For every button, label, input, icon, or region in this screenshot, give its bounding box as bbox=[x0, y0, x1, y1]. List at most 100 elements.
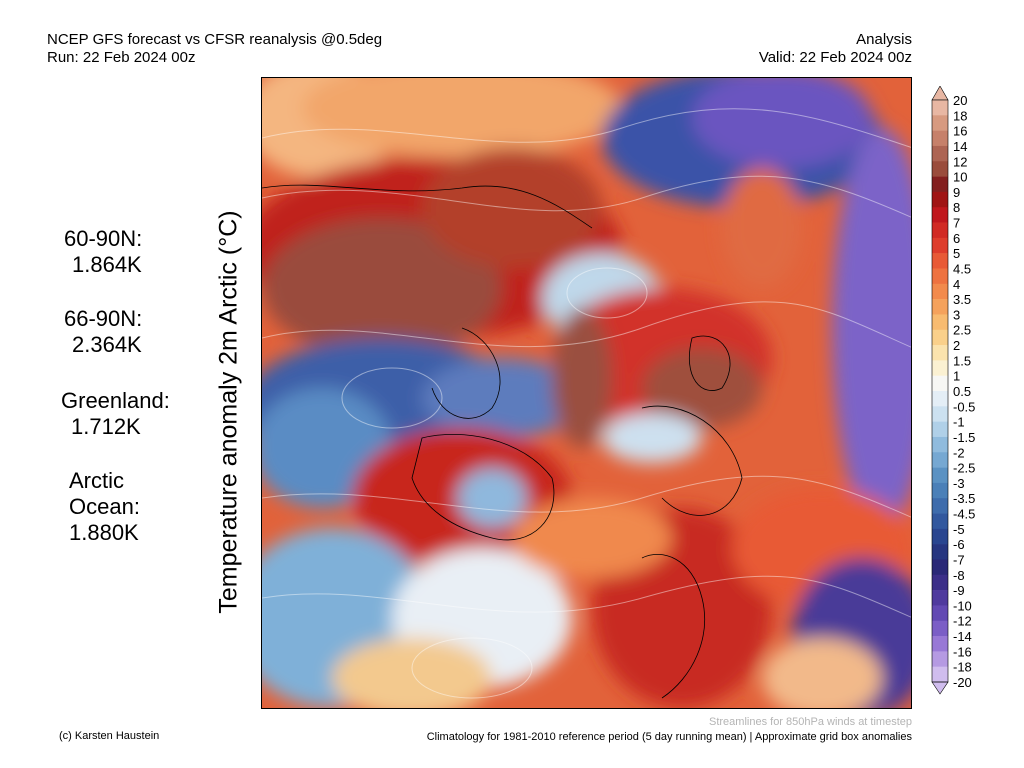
stat-value: 1.712K bbox=[71, 414, 141, 439]
colorbar-tick-label: 3 bbox=[953, 307, 960, 322]
colorbar-svg: 201816141210987654.543.532.521.510.5-0.5… bbox=[931, 85, 975, 695]
colorbar-swatch bbox=[932, 329, 948, 346]
colorbar-tick-label: -18 bbox=[953, 660, 972, 675]
anomaly-map-svg bbox=[262, 78, 911, 708]
colorbar-tick-label: 10 bbox=[953, 170, 967, 185]
colorbar-swatch bbox=[932, 590, 948, 606]
colorbar-tick-label: 1.5 bbox=[953, 353, 971, 368]
colorbar-swatch bbox=[932, 283, 948, 300]
colorbar-tick-label: 5 bbox=[953, 246, 960, 261]
colorbar-tick-label: 2 bbox=[953, 338, 960, 353]
valid-time: Valid: 22 Feb 2024 00z bbox=[758, 49, 912, 66]
colorbar-swatch bbox=[932, 636, 948, 652]
colorbar-tick-label: 14 bbox=[953, 139, 967, 154]
colorbar-swatch bbox=[932, 666, 948, 683]
colorbar-tick-label: 18 bbox=[953, 108, 967, 123]
colorbar-swatch bbox=[932, 161, 948, 177]
colorbar-swatch bbox=[932, 145, 948, 162]
colorbar-swatch bbox=[932, 574, 948, 591]
colorbar-swatch bbox=[932, 482, 948, 499]
colorbar-swatch bbox=[932, 498, 948, 514]
colorbar-tick-label: -4.5 bbox=[953, 507, 975, 522]
colorbar-tick-label: -1.5 bbox=[953, 430, 975, 445]
colorbar-swatch bbox=[932, 467, 948, 484]
colorbar-bottom-arrow bbox=[931, 681, 949, 695]
wind-streamlines bbox=[262, 108, 911, 699]
colorbar-tick-label: -3.5 bbox=[953, 491, 975, 506]
colorbar-tick-label: -14 bbox=[953, 629, 972, 644]
colorbar-tick-label: -1 bbox=[953, 415, 965, 430]
colorbar-swatch bbox=[932, 299, 948, 315]
colorbar: 20 18 16 14 12 10 9 8 7 6 5 4.5 4 3.5 3 2.5 2 1.5 1 0.5 -0.5… bbox=[930, 85, 1015, 696]
streamlines-note: Streamlines for 850hPa winds at timestep bbox=[709, 716, 912, 728]
stat-label: Greenland: bbox=[61, 388, 170, 413]
colorbar-swatch bbox=[932, 528, 948, 545]
colorbar-tick-label: -3 bbox=[953, 476, 965, 491]
colorbar-tick-label: -12 bbox=[953, 614, 972, 629]
colorbar-tick-label: 12 bbox=[953, 154, 967, 169]
title-line-1: NCEP GFS forecast vs CFSR reanalysis @0.… bbox=[47, 31, 383, 48]
title-right: Analysis Valid: 22 Feb 2024 00z bbox=[759, 31, 912, 67]
colorbar-tick-label: 7 bbox=[953, 216, 960, 231]
colorbar-tick-label: -2.5 bbox=[953, 461, 975, 476]
stat-60-90n: 60-90N: 1.864K bbox=[64, 226, 142, 278]
colorbar-tick-label: -8 bbox=[953, 568, 965, 583]
colorbar-tick-label: 9 bbox=[953, 185, 960, 200]
colorbar-swatch bbox=[932, 436, 948, 453]
colorbar-swatch bbox=[932, 130, 948, 147]
colorbar-tick-label: -7 bbox=[953, 552, 965, 567]
colorbar-swatch bbox=[932, 452, 948, 468]
stat-value: 1.864K bbox=[72, 252, 142, 277]
anomaly-map[interactable] bbox=[261, 77, 912, 709]
colorbar-swatch bbox=[932, 391, 948, 407]
colorbar-swatch bbox=[932, 115, 948, 131]
colorbar-swatch bbox=[932, 605, 948, 622]
stat-label: 60-90N: bbox=[64, 226, 143, 251]
colorbar-swatch bbox=[932, 222, 948, 239]
colorbar-tick-label: 4.5 bbox=[953, 261, 971, 276]
colorbar-swatch bbox=[932, 345, 948, 361]
colorbar-tick-label: -9 bbox=[953, 583, 965, 598]
colorbar-swatch bbox=[932, 176, 948, 193]
colorbar-tick-label: -16 bbox=[953, 644, 972, 659]
coastlines bbox=[262, 184, 743, 699]
colorbar-tick-label: 3.5 bbox=[953, 292, 971, 307]
climatology-note: Climatology for 1981-2010 reference peri… bbox=[426, 731, 912, 743]
stat-label-2: Ocean: bbox=[69, 494, 140, 519]
stat-arctic-ocean: Arctic Ocean: 1.880K bbox=[69, 468, 140, 546]
colorbar-swatch bbox=[932, 421, 948, 438]
stat-value: 1.880K bbox=[69, 520, 139, 545]
colorbar-swatch bbox=[932, 360, 948, 376]
colorbar-frame bbox=[931, 99, 949, 683]
title-left: NCEP GFS forecast vs CFSR reanalysis @0.… bbox=[47, 31, 382, 67]
credit: (c) Karsten Haustein bbox=[59, 730, 160, 742]
colorbar-swatch bbox=[932, 620, 948, 637]
colorbar-tick-label: 6 bbox=[953, 231, 960, 246]
colorbar-swatch bbox=[932, 559, 948, 576]
colorbar-tick-label: 16 bbox=[953, 124, 967, 139]
colorbar-top-arrow bbox=[931, 85, 949, 101]
colorbar-tick-label: 1 bbox=[953, 369, 960, 384]
colorbar-swatch bbox=[932, 651, 948, 667]
colorbar-tick-label: 20 bbox=[953, 93, 967, 108]
colorbar-swatch bbox=[932, 314, 948, 331]
colorbar-swatch bbox=[932, 513, 948, 530]
colorbar-swatch bbox=[932, 100, 948, 116]
title-line-2: Run: 22 Feb 2024 00z bbox=[47, 49, 196, 66]
stat-label: Arctic bbox=[69, 468, 124, 493]
colorbar-swatch bbox=[932, 253, 948, 269]
colorbar-tick-label: 8 bbox=[953, 200, 960, 215]
colorbar-swatch bbox=[932, 268, 948, 285]
colorbar-swatch bbox=[932, 406, 948, 422]
colorbar-tick-label: -20 bbox=[953, 675, 972, 690]
colorbar-swatch bbox=[932, 191, 948, 208]
colorbar-tick-label: -6 bbox=[953, 537, 965, 552]
colorbar-tick-label: 0.5 bbox=[953, 384, 971, 399]
analysis-label: Analysis bbox=[856, 31, 912, 48]
stat-label: 66-90N: bbox=[64, 306, 143, 331]
colorbar-swatch bbox=[932, 544, 948, 560]
stat-66-90n: 66-90N: 2.364K bbox=[64, 306, 142, 358]
anomaly-field bbox=[262, 78, 911, 708]
colorbar-tick-label: -10 bbox=[953, 598, 972, 613]
stat-greenland: Greenland: 1.712K bbox=[61, 388, 170, 440]
